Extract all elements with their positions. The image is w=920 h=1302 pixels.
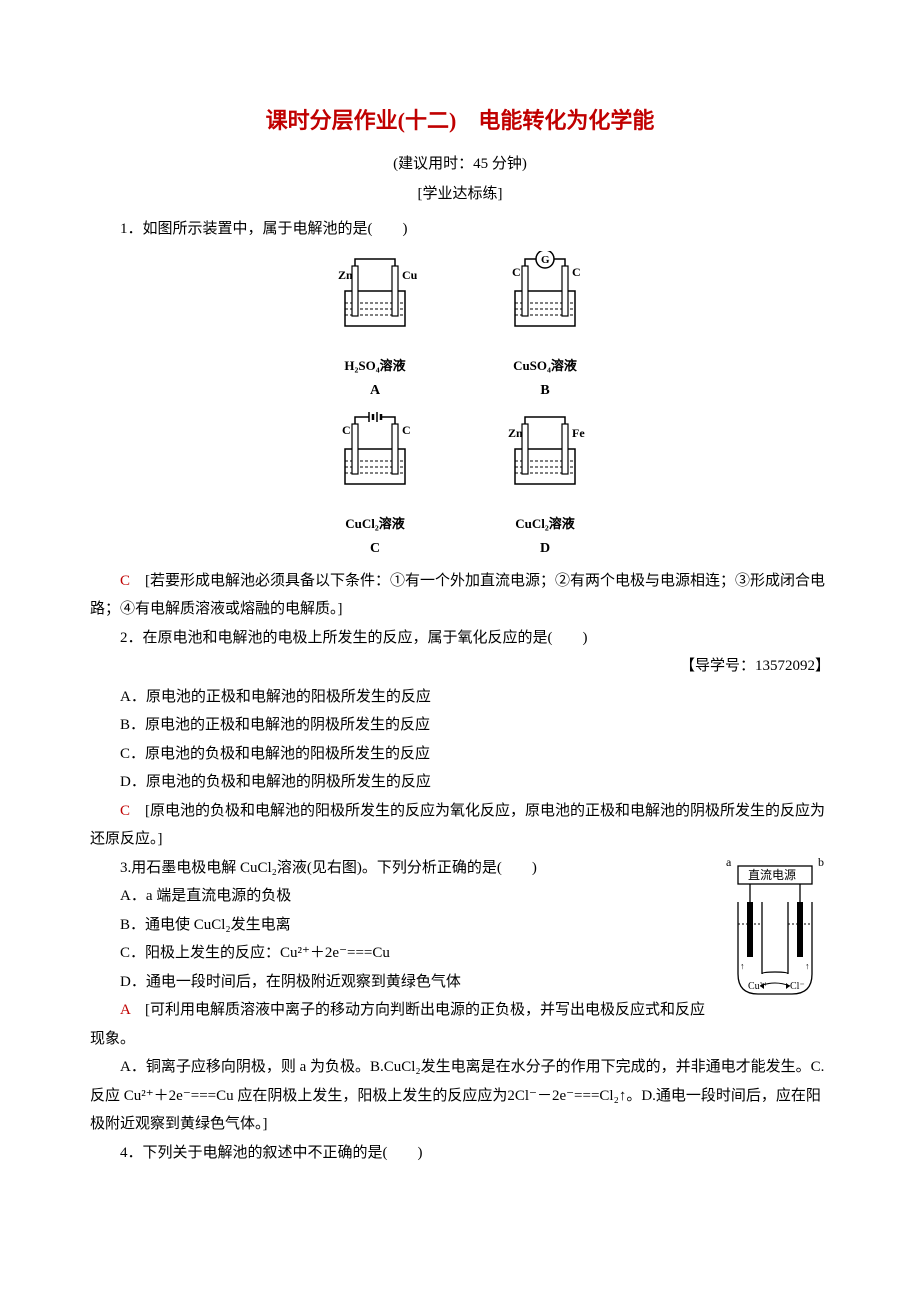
svg-text:↑: ↑	[740, 961, 745, 971]
q1-A-solution: H₂SO₄溶液	[320, 354, 430, 379]
q1-D-solution: CuCl₂溶液	[490, 512, 600, 537]
svg-text:Zn: Zn	[508, 426, 523, 440]
q3-stem: 3.用石墨电极电解 CuCl₂溶液(见右图)。下列分析正确的是( )	[90, 854, 830, 883]
q1-D-label: D	[490, 536, 600, 563]
q2-explanation: [原电池的负极和电解池的阳极所发生的反应为氧化反应，原电池的正极和电解池的阴极所…	[90, 803, 825, 848]
svg-text:C: C	[572, 265, 581, 279]
q2-ref: 【导学号：13572092】	[90, 652, 830, 681]
q2-opt-A: A．原电池的正极和电解池的阳极所发生的反应	[90, 683, 830, 712]
q3-opt-D: D．通电一段时间后，在阴极附近观察到黄绿色气体	[90, 968, 830, 997]
q1-explanation: [若要形成电解池必须具备以下条件：①有一个外加直流电源；②有两个电极与电源相连；…	[90, 573, 825, 618]
q3-block: a b 直流电源 ↑ ↑ Cu²⁺ Cl⁻ 3.用石墨电极电解 CuCl₂溶液(…	[90, 854, 830, 1054]
section-label: [学业达标练]	[90, 180, 830, 209]
q1-figure-row-1: Zn Cu H₂SO₄溶液 A G C C CuSO₄溶液	[90, 251, 830, 405]
q3-figure: a b 直流电源 ↑ ↑ Cu²⁺ Cl⁻	[720, 854, 830, 1015]
q3-power-label: 直流电源	[748, 868, 796, 882]
svg-text:Fe: Fe	[572, 426, 585, 440]
q1-figure-row-2: C C CuCl₂溶液 C Zn Fe CuCl₂溶液 D	[90, 409, 830, 563]
svg-text:C: C	[402, 423, 411, 437]
q3-label-a: a	[726, 855, 732, 869]
time-suggestion: (建议用时：45 分钟)	[90, 150, 830, 179]
q1-A-right-label: Cu	[402, 268, 418, 282]
q3-left-ion: Cu²⁺	[748, 981, 768, 992]
q2-stem: 2．在原电池和电解池的电极上所发生的反应，属于氧化反应的是( )	[90, 624, 830, 653]
svg-text:G: G	[541, 254, 550, 266]
q3-opt-C: C．阳极上发生的反应：Cu²⁺＋2e⁻===Cu	[90, 939, 830, 968]
q1-answer-line: C [若要形成电解池必须具备以下条件：①有一个外加直流电源；②有两个电极与电源相…	[90, 567, 830, 624]
q1-answer: C	[120, 573, 130, 589]
q4-stem: 4．下列关于电解池的叙述中不正确的是( )	[90, 1139, 830, 1168]
q3-answer: A	[120, 1002, 130, 1018]
q3-explanation-p2: A．铜离子应移向阴极，则 a 为负极。B.CuCl₂发生电离是在水分子的作用下完…	[90, 1053, 830, 1139]
q1-C-label: C	[320, 536, 430, 563]
q1-cell-A: Zn Cu H₂SO₄溶液 A	[320, 251, 430, 405]
q2-answer: C	[120, 803, 130, 819]
q1-cell-D: Zn Fe CuCl₂溶液 D	[490, 409, 600, 563]
q3-opt-B: B．通电使 CuCl₂发生电离	[90, 911, 830, 940]
q3-label-b: b	[818, 855, 824, 869]
svg-text:↑: ↑	[805, 961, 810, 971]
q2-opt-C: C．原电池的负极和电解池的阳极所发生的反应	[90, 740, 830, 769]
q1-cell-B: G C C CuSO₄溶液 B	[490, 251, 600, 405]
q3-right-ion: Cl⁻	[790, 981, 805, 992]
svg-text:C: C	[342, 423, 351, 437]
q1-A-label: A	[320, 378, 430, 405]
q1-B-label: B	[490, 378, 600, 405]
q1-B-solution: CuSO₄溶液	[490, 354, 600, 379]
q1-C-solution: CuCl₂溶液	[320, 512, 430, 537]
q2-opt-B: B．原电池的正极和电解池的阴极所发生的反应	[90, 711, 830, 740]
q1-A-left-label: Zn	[338, 268, 353, 282]
q1-stem: 1．如图所示装置中，属于电解池的是( )	[90, 215, 830, 244]
page-title: 课时分层作业(十二) 电能转化为化学能	[90, 100, 830, 142]
q1-cell-C: C C CuCl₂溶液 C	[320, 409, 430, 563]
q2-answer-line: C [原电池的负极和电解池的阳极所发生的反应为氧化反应，原电池的正极和电解池的阴…	[90, 797, 830, 854]
q1-figure-block: Zn Cu H₂SO₄溶液 A G C C CuSO₄溶液	[90, 251, 830, 563]
q3-answer-line: A [可利用电解质溶液中离子的移动方向判断出电源的正负极，并写出电极反应式和反应…	[90, 996, 830, 1053]
q3-explanation-p1: [可利用电解质溶液中离子的移动方向判断出电源的正负极，并写出电极反应式和反应现象…	[90, 1002, 705, 1047]
q3-opt-A: A．a 端是直流电源的负极	[90, 882, 830, 911]
q2-opt-D: D．原电池的负极和电解池的阴极所发生的反应	[90, 768, 830, 797]
svg-text:C: C	[512, 265, 521, 279]
